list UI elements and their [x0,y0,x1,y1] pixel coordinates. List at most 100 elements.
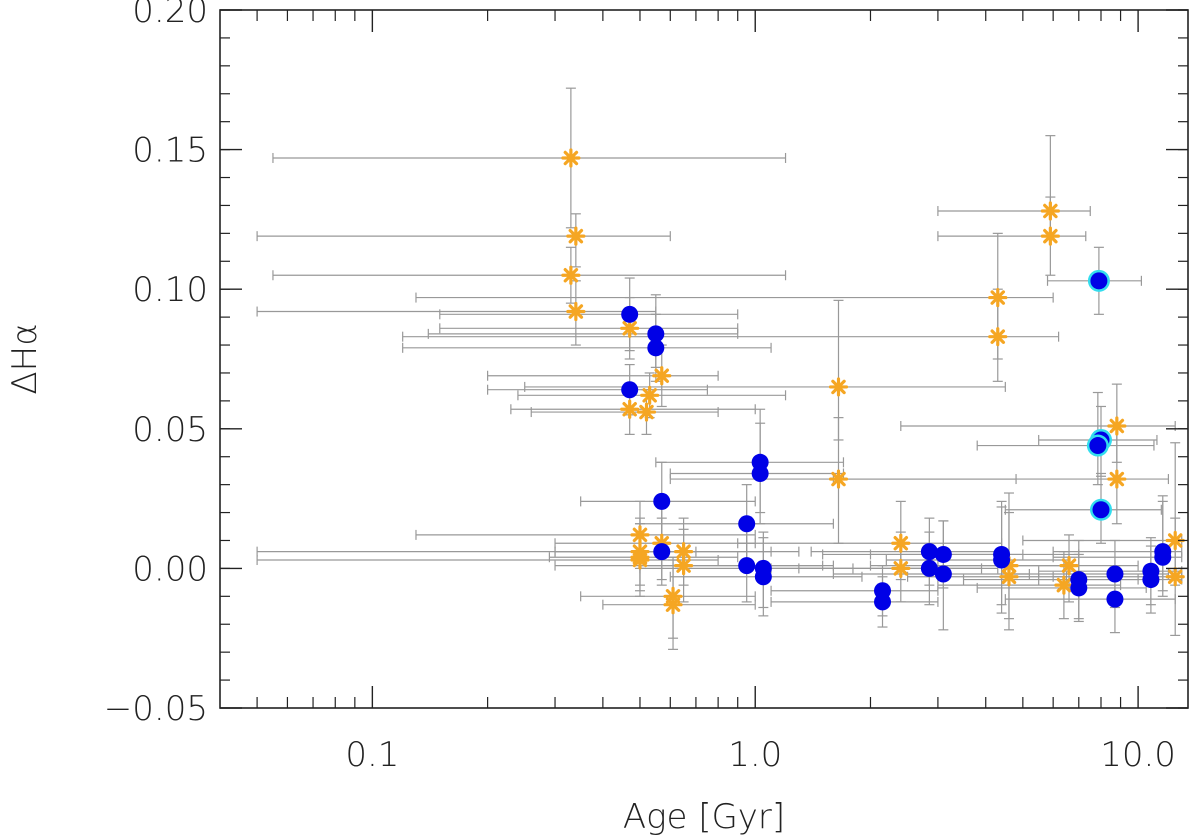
star-stroke [563,150,579,166]
star-point [1107,416,1127,436]
star-point [561,265,581,285]
dot-point [738,557,756,575]
x-tick-label: 10.0 [1100,735,1176,775]
errorbar [415,232,1054,360]
star-stroke [893,561,909,576]
dot-point [1089,437,1107,455]
star-point [673,556,694,576]
star-stroke [622,401,637,417]
star-stroke [831,471,846,487]
errorbar [770,576,939,628]
dot-point [1106,590,1124,608]
star-point [561,148,581,168]
star-stroke [1043,228,1058,244]
star-point [620,318,640,338]
errorbar [937,551,1122,620]
errorbar [976,391,1155,486]
errorbar [402,313,772,382]
x-tick-label: 1.0 [728,735,782,775]
star-point [663,595,683,615]
errorbar [256,213,671,268]
errorbar [869,500,1080,606]
star-point [1165,567,1185,587]
y-tick-label: 0.20 [132,0,208,31]
star-point [1040,226,1060,246]
star-point [988,287,1008,308]
y-tick-label: 0.10 [132,270,208,310]
errorbar-layer [256,87,1183,650]
star-point [828,377,849,397]
dot-point [993,551,1011,569]
dot-point [1154,548,1172,566]
star-stroke [1061,558,1077,573]
errorbar [487,363,708,416]
star-stroke [632,552,648,568]
errorbar [272,87,787,229]
star-stroke [642,388,657,403]
star-stroke [1167,533,1183,548]
star-stroke [1043,203,1058,219]
star-point [652,366,672,386]
star-stroke [1001,558,1017,573]
errorbar [256,280,657,346]
marker-layer [561,148,1185,615]
errorbar [524,299,1006,441]
star-point [566,301,586,322]
dot-point [751,464,769,482]
star-point [891,533,911,553]
errorbar [885,506,1070,614]
star-stroke [654,368,670,384]
star-point [988,327,1008,347]
dot-point [874,593,892,611]
x-tick-label: 0.1 [345,735,399,775]
errorbar [439,296,739,360]
star-stroke [1167,569,1183,585]
star-stroke [676,558,691,573]
axis-layer: −0.05 0.00 0.05 0.10 0.15 0.20 0.1 1.0 10.0 [104,0,1188,775]
dot-point [1070,579,1088,597]
errorbar [415,500,756,570]
dot-point [920,559,938,577]
y-tick-label: 0.15 [132,131,208,171]
star-point [620,399,640,419]
y-tick-label: 0.00 [132,549,208,589]
star-stroke [1109,471,1125,487]
errorbar [937,135,1091,234]
star-stroke [563,267,579,283]
errorbar [272,246,787,304]
dot-point [647,325,665,343]
star-point [1054,575,1074,595]
errorbar [869,492,1080,620]
star-point [636,402,657,422]
errorbar [937,196,1087,276]
dot-point [621,305,639,323]
star-point [566,226,586,246]
errorbar [1004,472,1162,544]
dot-point [653,492,671,510]
y-axis-title: ΔHα [5,323,45,394]
star-point [1059,556,1079,576]
y-tick-label: −0.05 [104,689,208,729]
star-stroke [676,544,691,559]
dot-point [934,545,952,563]
star-point [999,567,1019,587]
star-stroke [831,379,846,395]
star-point [828,469,849,489]
dot-point [754,568,772,586]
dot-point [653,543,671,561]
dot-point [1092,501,1110,519]
star-stroke [1109,418,1125,434]
star-point [630,550,650,570]
star-stroke [568,304,584,319]
dot-point [621,381,639,399]
x-axis-title: Age [Gyr] [623,797,785,837]
errorbar [770,565,939,617]
star-stroke [893,536,909,551]
star-stroke [1056,577,1072,593]
star-stroke [632,527,648,543]
dot-point [1090,272,1108,290]
errorbar [439,277,739,352]
star-stroke [639,404,654,420]
dot-point [647,339,665,357]
